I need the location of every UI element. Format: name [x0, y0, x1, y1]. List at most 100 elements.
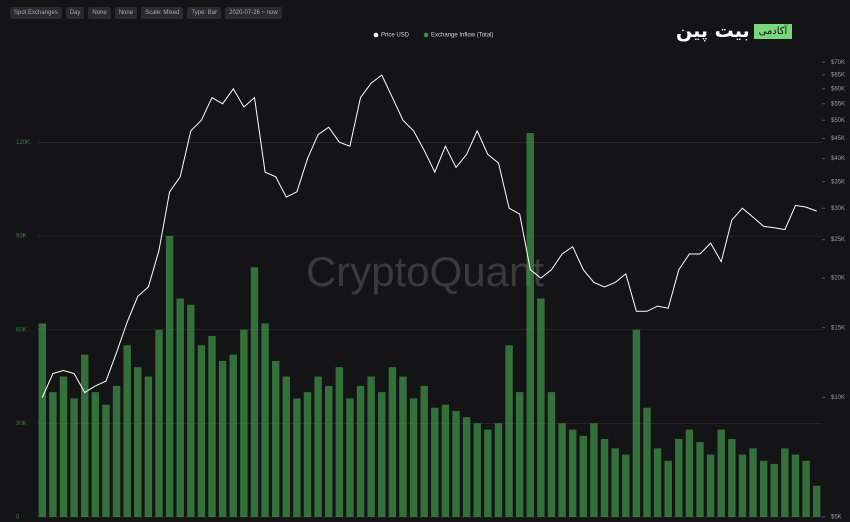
y2-tick-label: $60K: [831, 86, 845, 92]
bar: [568, 429, 577, 517]
bar: [155, 329, 163, 517]
bar: [473, 423, 481, 517]
y2-tick-label: $45K: [831, 136, 845, 142]
y2-tick-label: $65K: [831, 73, 845, 79]
bar: [208, 335, 216, 517]
bar: [770, 463, 778, 517]
bar: [378, 392, 386, 517]
bar: [791, 454, 800, 517]
y2-tick-label: $5K: [831, 515, 842, 521]
bar: [547, 392, 556, 517]
bar: [537, 298, 545, 517]
bar: [229, 354, 237, 517]
bar: [749, 448, 757, 517]
bar: [367, 376, 375, 517]
bar: [144, 376, 153, 517]
bar: [558, 423, 566, 517]
bar: [356, 385, 365, 517]
bar: [250, 267, 259, 517]
watermark: CryptoQuant: [306, 248, 544, 295]
bar: [123, 345, 131, 517]
bar: [590, 423, 598, 517]
legend-label: Price USD: [381, 33, 410, 39]
bar: [176, 298, 184, 517]
bar: [102, 404, 110, 517]
bar: [484, 429, 492, 517]
bar: [431, 407, 439, 517]
toolbar-button[interactable]: Type: Bar: [187, 7, 222, 19]
price-line: [41, 74, 817, 398]
bar: [134, 367, 142, 517]
bar: [420, 385, 428, 517]
toolbar-button[interactable]: None: [114, 7, 138, 19]
bar: [282, 376, 291, 517]
bar: [112, 385, 121, 517]
bar: [664, 460, 672, 517]
bar: [653, 448, 662, 517]
bar: [187, 304, 195, 517]
bar: [728, 438, 736, 517]
bar: [812, 485, 821, 517]
toolbar-button[interactable]: 2020-07-26 ~ now: [225, 7, 282, 19]
bar: [293, 398, 301, 517]
bar: [505, 345, 513, 517]
bar: [717, 429, 725, 517]
y2-tick-label: $15K: [831, 325, 845, 331]
bar: [409, 398, 418, 517]
bar: [399, 376, 407, 517]
y-tick-label: 90K: [16, 234, 27, 240]
legend-label: Exchange Inflow (Total): [431, 33, 493, 39]
bar: [696, 442, 704, 517]
bar: [165, 236, 174, 517]
logo: بیت پین آکادمی: [676, 20, 793, 42]
y2-tick-label: $30K: [831, 206, 845, 212]
y2-tick-label: $35K: [831, 179, 845, 185]
bar: [462, 417, 471, 517]
bar: [526, 133, 534, 518]
bar: [611, 448, 619, 517]
bar: [643, 407, 651, 517]
toolbar-button[interactable]: Spot Exchanges: [10, 7, 62, 19]
bar: [240, 329, 248, 517]
y2-tick-label: $70K: [831, 60, 845, 66]
bar: [685, 429, 694, 517]
y2-tick-label: $50K: [831, 118, 845, 124]
grid: [37, 142, 822, 518]
logo-label: آکادمی: [753, 23, 793, 39]
toolbar-button[interactable]: Day: [65, 7, 85, 19]
bar: [706, 454, 715, 517]
bar: [388, 367, 397, 517]
bar: [441, 404, 450, 517]
bar: [70, 398, 78, 517]
y2-tick-label: $40K: [831, 156, 845, 162]
bar: [346, 398, 354, 517]
bar: [802, 460, 810, 517]
bar: [675, 438, 683, 517]
y2-tick-label: $20K: [831, 276, 845, 282]
legend-swatch: [373, 32, 379, 38]
bar: [494, 423, 503, 517]
toolbar-button[interactable]: Scale: Mixed: [141, 7, 184, 19]
y-tick-label: 30K: [16, 421, 27, 427]
bar: [632, 329, 641, 517]
bar: [261, 323, 269, 517]
y2-tick-label: $55K: [831, 101, 845, 107]
bar: [515, 392, 524, 517]
toolbar: Spot Exchanges Day None None Scale: Mixed Typ…: [10, 7, 282, 19]
bar: [314, 376, 322, 517]
bar: [271, 360, 280, 517]
toolbar-button[interactable]: None: [88, 7, 111, 19]
bar: [218, 360, 227, 517]
bar: [325, 385, 333, 517]
bar: [303, 392, 312, 517]
y-tick-label: 0: [16, 515, 20, 521]
bar: [59, 376, 68, 517]
legend-swatch: [423, 32, 429, 38]
bar: [622, 454, 630, 517]
y-tick-label: 120K: [16, 140, 30, 146]
bar: [452, 410, 460, 517]
bar: [197, 345, 206, 517]
bar: [738, 454, 747, 517]
